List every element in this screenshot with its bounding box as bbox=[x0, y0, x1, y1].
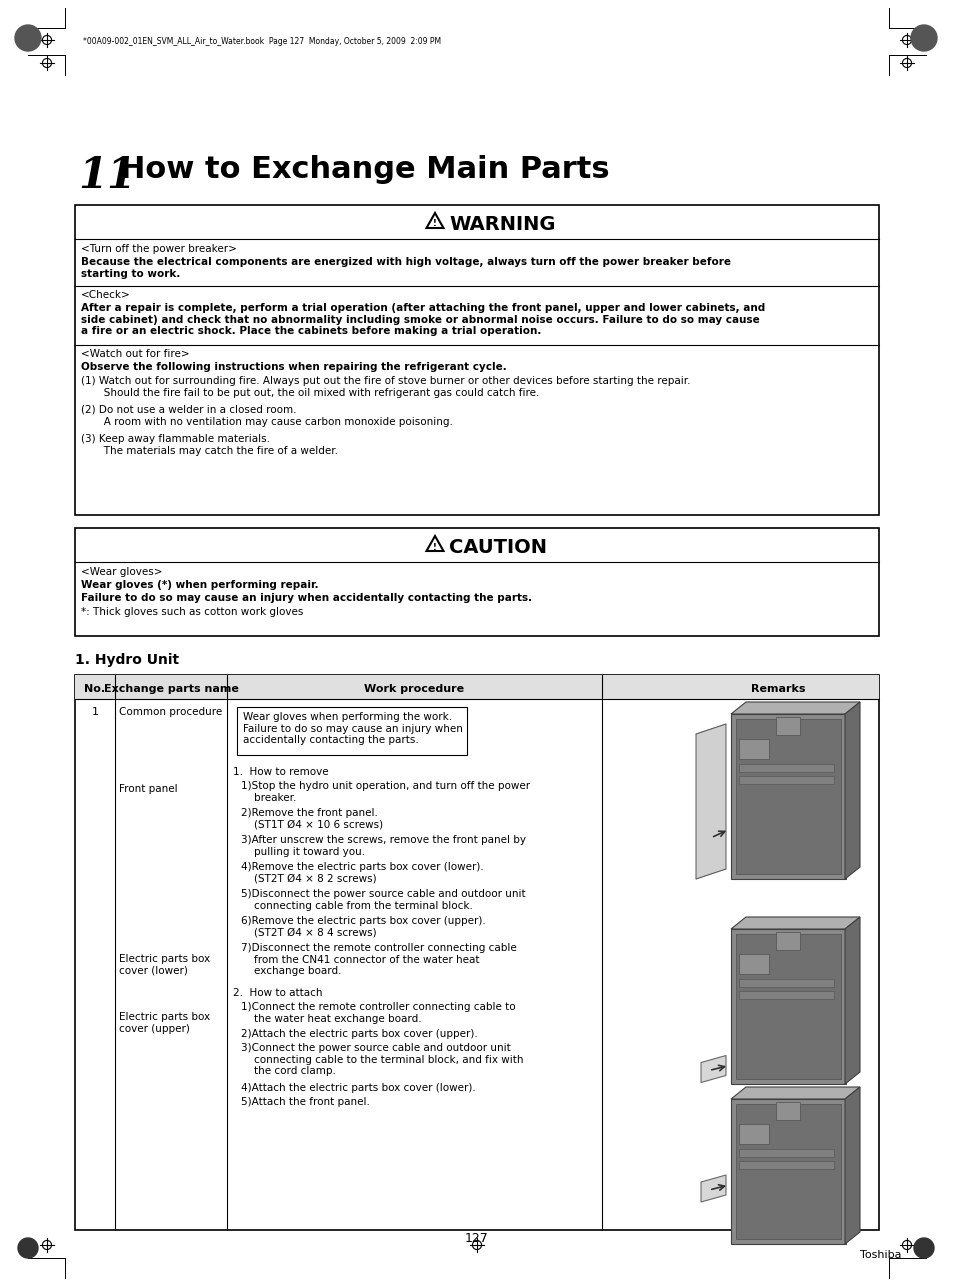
Bar bbox=[739, 1124, 768, 1145]
Circle shape bbox=[910, 24, 936, 51]
Text: Observe the following instructions when repairing the refrigerant cycle.: Observe the following instructions when … bbox=[81, 361, 506, 372]
Polygon shape bbox=[844, 917, 859, 1084]
Text: 5)Attach the front panel.: 5)Attach the front panel. bbox=[241, 1097, 370, 1107]
Text: 1)Stop the hydro unit operation, and turn off the power
    breaker.: 1)Stop the hydro unit operation, and tur… bbox=[241, 781, 530, 802]
Polygon shape bbox=[730, 917, 859, 928]
Text: <Wear gloves>: <Wear gloves> bbox=[81, 567, 162, 577]
Text: Failure to do so may cause an injury when accidentally contacting the parts.: Failure to do so may cause an injury whe… bbox=[81, 593, 532, 603]
Polygon shape bbox=[700, 1175, 725, 1202]
Bar bbox=[739, 992, 833, 999]
Text: 2)Attach the electric parts box cover (upper).: 2)Attach the electric parts box cover (u… bbox=[241, 1029, 477, 1039]
Text: (1) Watch out for surrounding fire. Always put out the fire of stove burner or o: (1) Watch out for surrounding fire. Alwa… bbox=[81, 376, 690, 397]
Bar bbox=[236, 707, 467, 755]
Bar bbox=[739, 764, 833, 772]
Text: 3)Connect the power source cable and outdoor unit
    connecting cable to the te: 3)Connect the power source cable and out… bbox=[241, 1043, 523, 1076]
Text: 7)Disconnect the remote controller connecting cable
    from the CN41 connector : 7)Disconnect the remote controller conne… bbox=[241, 943, 517, 976]
Text: Remarks: Remarks bbox=[750, 684, 804, 694]
Bar bbox=[730, 1100, 845, 1244]
Text: 4)Attach the electric parts box cover (lower).: 4)Attach the electric parts box cover (l… bbox=[241, 1083, 476, 1093]
Text: (2) Do not use a welder in a closed room.
       A room with no ventilation may : (2) Do not use a welder in a closed room… bbox=[81, 405, 453, 427]
Bar bbox=[75, 675, 878, 700]
Polygon shape bbox=[730, 1087, 859, 1100]
Text: <Turn off the power breaker>: <Turn off the power breaker> bbox=[81, 244, 236, 255]
Text: 2)Remove the front panel.
    (ST1T Ø4 × 10 6 screws): 2)Remove the front panel. (ST1T Ø4 × 10 … bbox=[241, 808, 383, 829]
Bar bbox=[75, 204, 878, 514]
Bar bbox=[739, 1161, 833, 1169]
Text: 5)Disconnect the power source cable and outdoor unit
    connecting cable from t: 5)Disconnect the power source cable and … bbox=[241, 889, 525, 910]
Text: !: ! bbox=[433, 220, 436, 229]
Text: No.: No. bbox=[85, 684, 106, 694]
Polygon shape bbox=[696, 724, 725, 880]
Bar bbox=[775, 1102, 800, 1120]
Text: Work procedure: Work procedure bbox=[363, 684, 463, 694]
Text: Wear gloves when performing the work.
Failure to do so may cause an injury when
: Wear gloves when performing the work. Fa… bbox=[243, 712, 462, 745]
Bar bbox=[735, 719, 841, 874]
Text: 1: 1 bbox=[91, 707, 98, 718]
Text: 3)After unscrew the screws, remove the front panel by
    pulling it toward you.: 3)After unscrew the screws, remove the f… bbox=[241, 835, 525, 856]
Text: CAUTION: CAUTION bbox=[449, 538, 546, 557]
Text: 11: 11 bbox=[78, 156, 136, 197]
Bar bbox=[775, 932, 800, 950]
Circle shape bbox=[913, 1238, 933, 1258]
Bar bbox=[735, 934, 841, 1079]
Bar bbox=[75, 529, 878, 637]
Bar bbox=[739, 1148, 833, 1157]
Text: 1)Connect the remote controller connecting cable to
    the water heat exchange : 1)Connect the remote controller connecti… bbox=[241, 1002, 515, 1024]
Bar bbox=[730, 928, 845, 1084]
Bar bbox=[75, 675, 878, 1229]
Bar bbox=[739, 739, 768, 759]
Text: After a repair is complete, perform a trial operation (after attaching the front: After a repair is complete, perform a tr… bbox=[81, 303, 764, 336]
Text: <Check>: <Check> bbox=[81, 291, 131, 300]
Text: *00A09-002_01EN_SVM_ALL_Air_to_Water.book  Page 127  Monday, October 5, 2009  2:: *00A09-002_01EN_SVM_ALL_Air_to_Water.boo… bbox=[83, 37, 440, 46]
Bar bbox=[739, 954, 768, 974]
Text: 2.  How to attach: 2. How to attach bbox=[233, 988, 322, 998]
Text: !: ! bbox=[433, 543, 436, 552]
Bar bbox=[735, 1103, 841, 1238]
Text: Toshiba: Toshiba bbox=[859, 1250, 901, 1260]
Polygon shape bbox=[730, 702, 859, 714]
Bar bbox=[739, 979, 833, 986]
Text: (3) Keep away flammable materials.
       The materials may catch the fire of a : (3) Keep away flammable materials. The m… bbox=[81, 433, 337, 455]
Text: 1.  How to remove: 1. How to remove bbox=[233, 766, 328, 777]
Polygon shape bbox=[844, 702, 859, 880]
Polygon shape bbox=[844, 1087, 859, 1244]
Text: <Watch out for fire>: <Watch out for fire> bbox=[81, 349, 190, 359]
Bar bbox=[730, 714, 845, 880]
Text: Wear gloves (*) when performing repair.: Wear gloves (*) when performing repair. bbox=[81, 580, 318, 590]
Text: 4)Remove the electric parts box cover (lower).
    (ST2T Ø4 × 8 2 screws): 4)Remove the electric parts box cover (l… bbox=[241, 862, 483, 883]
Circle shape bbox=[18, 1238, 38, 1258]
Text: How to Exchange Main Parts: How to Exchange Main Parts bbox=[120, 156, 609, 184]
Text: Exchange parts name: Exchange parts name bbox=[104, 684, 238, 694]
Text: Electric parts box
cover (upper): Electric parts box cover (upper) bbox=[119, 1012, 210, 1034]
Text: Because the electrical components are energized with high voltage, always turn o: Because the electrical components are en… bbox=[81, 257, 730, 279]
Bar bbox=[775, 718, 800, 736]
Circle shape bbox=[15, 24, 41, 51]
Text: 127: 127 bbox=[465, 1232, 488, 1245]
Text: Electric parts box
cover (lower): Electric parts box cover (lower) bbox=[119, 954, 210, 976]
Polygon shape bbox=[700, 1056, 725, 1083]
Text: *: Thick gloves such as cotton work gloves: *: Thick gloves such as cotton work glov… bbox=[81, 607, 303, 617]
Text: WARNING: WARNING bbox=[449, 215, 555, 234]
Text: Front panel: Front panel bbox=[119, 784, 177, 793]
Text: Common procedure: Common procedure bbox=[119, 707, 222, 718]
Text: 6)Remove the electric parts box cover (upper).
    (ST2T Ø4 × 8 4 screws): 6)Remove the electric parts box cover (u… bbox=[241, 916, 485, 937]
Bar bbox=[739, 775, 833, 784]
Text: 1. Hydro Unit: 1. Hydro Unit bbox=[75, 653, 179, 667]
